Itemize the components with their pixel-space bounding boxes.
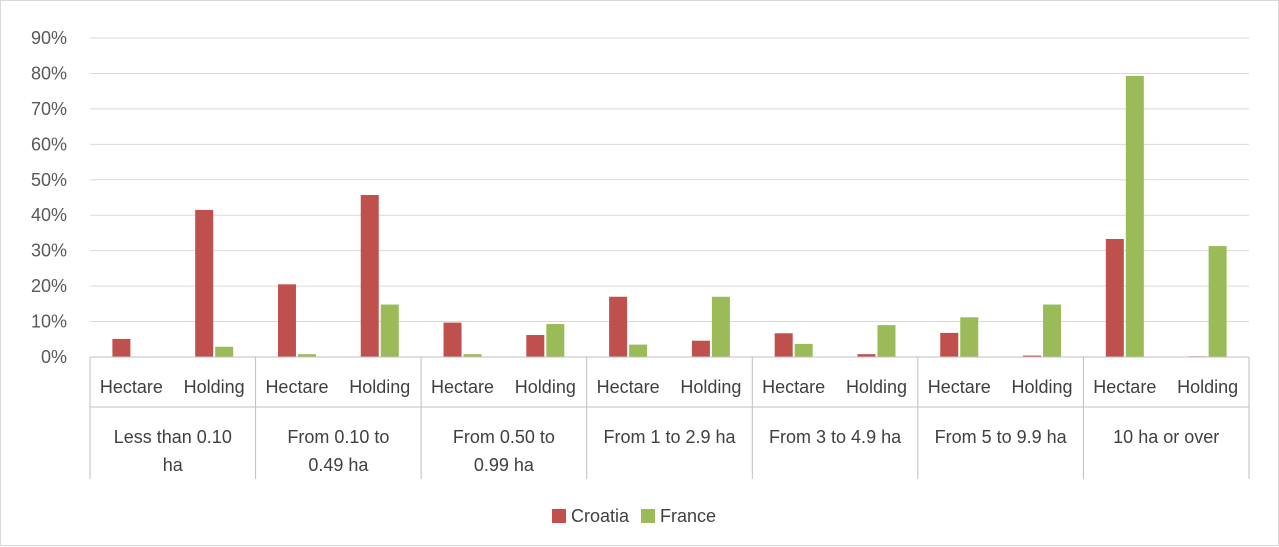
- subcategory-label: Hectare: [431, 377, 494, 397]
- subcategory-label: Holding: [680, 377, 741, 397]
- subcategory-label: Hectare: [597, 377, 660, 397]
- subcategory-label: Hectare: [100, 377, 163, 397]
- y-tick-label: 20%: [31, 276, 67, 296]
- bar-croatia: [526, 335, 545, 357]
- legend-label-france: France: [660, 506, 716, 526]
- subcategory-label: Hectare: [1093, 377, 1156, 397]
- subcategory-label: Holding: [515, 377, 576, 397]
- bar-france: [711, 296, 730, 357]
- bar-france: [1043, 304, 1062, 357]
- bar-croatia: [1023, 355, 1042, 357]
- bar-croatia: [691, 340, 710, 357]
- legend-label-croatia: Croatia: [571, 506, 630, 526]
- y-tick-label: 10%: [31, 312, 67, 332]
- legend-swatch-croatia: [552, 509, 566, 523]
- subcategory-label: Holding: [1177, 377, 1238, 397]
- bar-croatia: [774, 333, 793, 357]
- bar-croatia: [277, 284, 296, 357]
- group-label: From 3 to 4.9 ha: [769, 427, 902, 447]
- bar-france: [546, 324, 565, 357]
- bar-france: [1208, 246, 1227, 357]
- bar-france: [297, 354, 316, 357]
- bar-france: [794, 343, 813, 357]
- bar-croatia: [1105, 238, 1124, 357]
- y-axis-ticks: 0% 10% 20% 30% 40% 50% 60% 70% 80% 90%: [31, 28, 67, 367]
- bar-france: [380, 304, 399, 357]
- bar-france: [463, 354, 482, 357]
- group-label: From 1 to 2.9 ha: [603, 427, 736, 447]
- bar-france: [215, 346, 234, 357]
- gridlines: [90, 37, 1249, 323]
- bar-france: [629, 344, 648, 357]
- group-label: Less than 0.10: [114, 427, 232, 447]
- subcategory-label: Holding: [349, 377, 410, 397]
- bar-croatia: [112, 338, 131, 357]
- subcategory-label: Holding: [184, 377, 245, 397]
- subcategory-label: Hectare: [762, 377, 825, 397]
- group-label: From 0.50 to: [453, 427, 555, 447]
- group-label: ha: [163, 455, 184, 475]
- bar-france: [960, 317, 979, 357]
- bar-france: [1125, 75, 1144, 358]
- group-label: 0.49 ha: [308, 455, 369, 475]
- y-tick-label: 50%: [31, 170, 67, 190]
- bar-france: [877, 325, 896, 357]
- y-tick-label: 40%: [31, 205, 67, 225]
- bar-croatia: [360, 195, 379, 357]
- bar-croatia: [195, 209, 214, 357]
- bar-croatia: [940, 332, 959, 357]
- bar-croatia: [609, 296, 628, 357]
- group-label: From 5 to 9.9 ha: [935, 427, 1068, 447]
- subcategory-label: Holding: [846, 377, 907, 397]
- subcategory-label: Hectare: [265, 377, 328, 397]
- bar-croatia: [443, 322, 462, 357]
- group-label: 10 ha or over: [1113, 427, 1219, 447]
- y-tick-label: 30%: [31, 241, 67, 261]
- group-label: From 0.10 to: [287, 427, 389, 447]
- bar-croatia: [857, 354, 876, 357]
- group-label: 0.99 ha: [474, 455, 535, 475]
- y-tick-label: 80%: [31, 63, 67, 83]
- legend: Croatia France: [552, 506, 716, 526]
- y-tick-label: 60%: [31, 134, 67, 154]
- y-tick-label: 90%: [31, 28, 67, 48]
- bars: [112, 75, 1227, 358]
- y-tick-label: 70%: [31, 99, 67, 119]
- x-axis: Hectare Holding Less than 0.10 ha Hectare Hol…: [89, 356, 1250, 479]
- subcategory-label: Holding: [1012, 377, 1073, 397]
- subcategory-label: Hectare: [928, 377, 991, 397]
- legend-swatch-france: [641, 509, 655, 523]
- y-tick-label: 0%: [41, 347, 67, 367]
